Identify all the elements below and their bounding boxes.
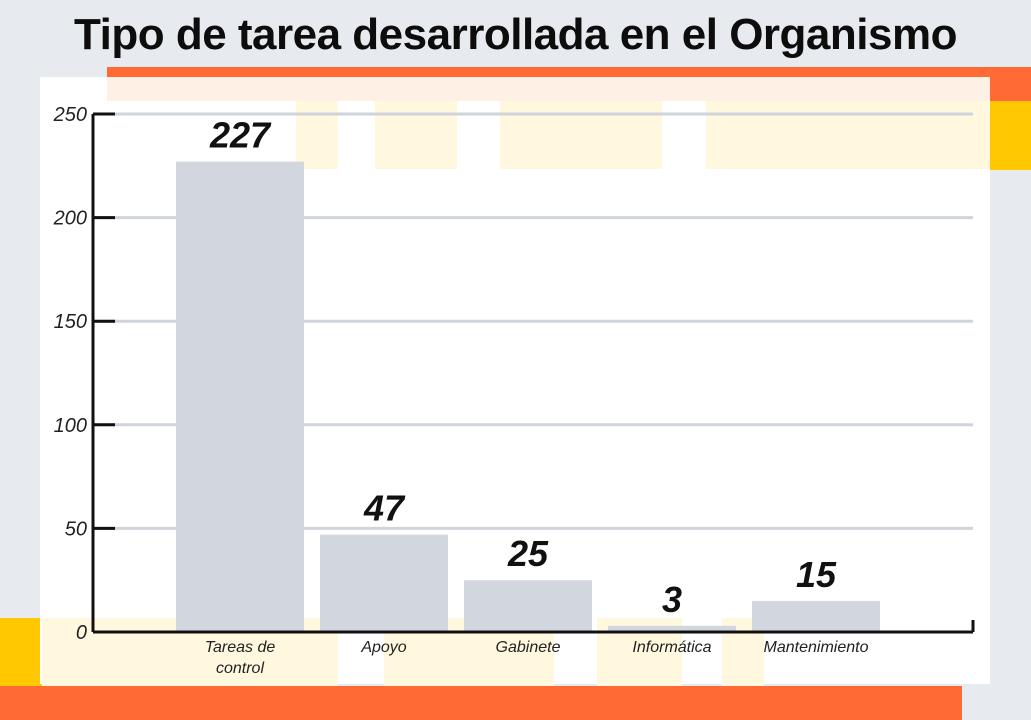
x-category-label: Mantenimiento <box>764 639 869 656</box>
highlight-block <box>296 101 338 169</box>
x-category-label-line: control <box>216 660 264 677</box>
chart-title: Tipo de tarea desarrollada en el Organis… <box>74 10 957 59</box>
x-category-label-line: Mantenimiento <box>764 639 869 656</box>
bar-value-label: 25 <box>507 533 549 574</box>
highlight-block <box>500 101 662 169</box>
highlight-block <box>107 77 990 101</box>
y-tick-label: 100 <box>54 415 87 437</box>
y-tick-label: 250 <box>53 104 87 126</box>
y-tick-label: 50 <box>65 518 87 540</box>
y-tick-label: 0 <box>76 622 87 644</box>
accent-yellow-right <box>990 101 1031 170</box>
bar-value-label: 3 <box>662 579 682 620</box>
x-category-label-line: Informática <box>632 639 711 656</box>
bar <box>752 600 880 632</box>
accent-orange-bottom <box>0 686 962 720</box>
bar <box>176 161 304 632</box>
bar-value-label: 227 <box>209 115 272 156</box>
x-category-label: Apoyo <box>360 639 406 656</box>
bar-value-label: 47 <box>363 488 406 529</box>
highlight-block <box>706 101 990 169</box>
axes <box>91 112 975 634</box>
x-category-label-line: Apoyo <box>360 639 406 656</box>
accent-yellow-left <box>0 618 42 686</box>
y-tick-label: 150 <box>54 311 87 333</box>
highlight-block <box>375 101 457 169</box>
bar <box>608 625 736 632</box>
bar <box>464 580 592 632</box>
x-category-label: Tareas de control <box>205 639 276 677</box>
bar <box>320 534 448 632</box>
x-category-label-line: Tareas de <box>205 639 276 656</box>
x-category-label-line: Gabinete <box>496 639 561 656</box>
bars <box>176 161 880 632</box>
x-category-label: Informática <box>632 639 711 656</box>
x-category-label: Gabinete <box>496 639 561 656</box>
labels: 0 50 100 150 200 250 227 Tareas de control 47 Apoy… <box>53 104 869 677</box>
y-tick-label: 200 <box>53 208 87 230</box>
bar-value-label: 15 <box>796 554 837 595</box>
